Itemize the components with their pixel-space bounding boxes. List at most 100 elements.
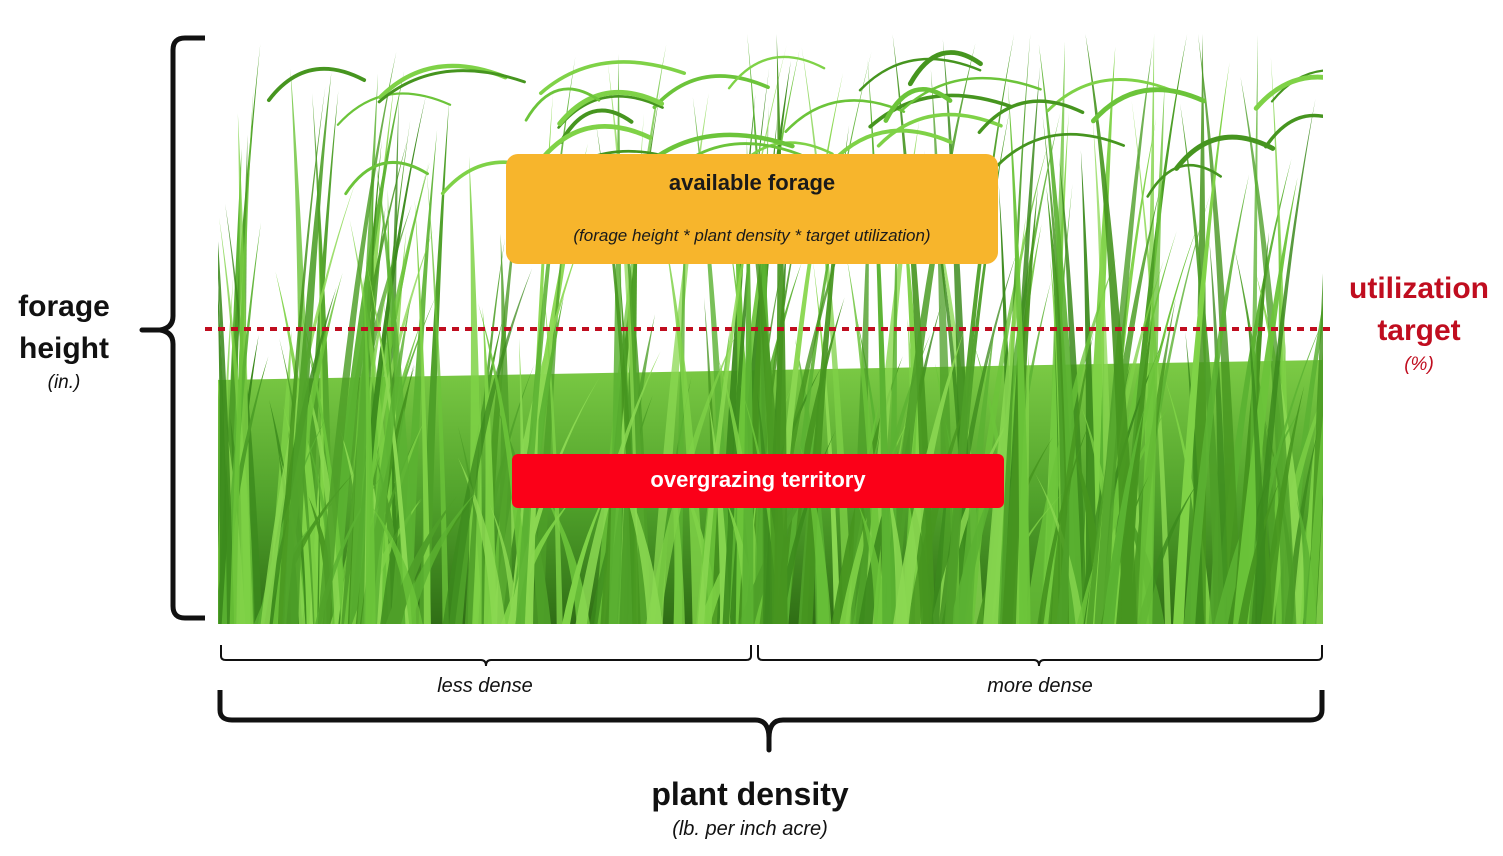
grass-blade	[1094, 46, 1153, 624]
more-dense-label: more dense	[987, 675, 1093, 697]
grass-seed-head	[868, 93, 1014, 129]
grass-blade	[457, 425, 490, 624]
grass-blade	[1246, 305, 1268, 624]
grass-seed-head	[858, 57, 982, 92]
grass-seed-head	[1146, 163, 1222, 198]
grass-seed-head	[907, 50, 983, 87]
forage-height-brace	[139, 35, 205, 621]
grass-seed-head	[901, 76, 1042, 111]
x-axis-unit: (lb. per inch acre)	[672, 818, 828, 840]
grass-seed-head	[876, 112, 1003, 148]
grass-blade	[857, 503, 889, 624]
grass-seed-head	[784, 99, 906, 133]
grass-blade	[831, 356, 903, 624]
grass-blade	[282, 72, 332, 624]
grass-seed-head	[1253, 74, 1323, 111]
grass-blade	[707, 395, 731, 624]
less-dense-label: less dense	[437, 675, 533, 697]
grass-blade	[225, 203, 263, 624]
grass-blade	[1024, 258, 1117, 624]
grass-seed-head	[1174, 134, 1276, 171]
grass-blade	[646, 333, 737, 624]
grass-blade	[812, 260, 841, 624]
y-axis-unit: (in.)	[47, 372, 81, 393]
grass-blade	[983, 216, 1026, 624]
grass-blade	[507, 376, 601, 624]
grass-seed-head	[540, 124, 653, 160]
grass-blade	[1007, 84, 1031, 624]
grass-blade	[414, 199, 431, 624]
grass-blade	[1183, 174, 1250, 624]
grass-blade	[1255, 273, 1310, 624]
grass-blade	[442, 268, 533, 624]
grass-blade	[846, 256, 885, 624]
grass-seed-head	[557, 90, 665, 127]
grass-seed-head	[1046, 78, 1174, 113]
grass-seed-head	[266, 66, 367, 103]
grass-seed-head	[830, 128, 953, 164]
grass-seed-head	[377, 69, 526, 104]
utilization-target-title: utilization target	[1349, 272, 1489, 347]
grass-blade	[323, 71, 405, 624]
grass-blade	[383, 300, 405, 624]
grass-blade	[1214, 405, 1303, 624]
available-forage-title: available forage	[668, 170, 836, 195]
grass-blade	[229, 88, 254, 624]
grass-seed-head	[1264, 113, 1323, 149]
grass-blade	[1173, 62, 1230, 624]
grass-seed-head	[883, 87, 953, 123]
grass-blade	[1234, 246, 1284, 624]
grass-seed-head	[1270, 69, 1323, 103]
grass-blade	[663, 231, 706, 624]
grass-seed-head	[727, 55, 826, 90]
grass-blade	[368, 502, 423, 624]
grass-blade	[363, 276, 376, 624]
grass-blade	[697, 45, 787, 624]
grass-seed-head	[559, 108, 634, 144]
grass-blade	[279, 338, 321, 624]
grass-blade	[380, 488, 403, 624]
available-forage-box: available forage (forage height * plant …	[506, 154, 998, 264]
plant-density-brace	[217, 690, 1325, 753]
x-axis-title: plant density	[651, 776, 849, 812]
grass-blade	[1260, 385, 1305, 624]
grass-blade	[1035, 473, 1084, 624]
grass-blade	[478, 302, 532, 624]
grass-blade	[297, 296, 348, 624]
grass-blade	[1056, 491, 1070, 624]
overgrazing-label: overgrazing territory	[650, 467, 866, 492]
grass-blade	[839, 412, 913, 624]
grass-blade	[426, 170, 449, 624]
grass-blade	[1316, 500, 1323, 624]
grass-blade	[1180, 103, 1225, 624]
grass-seed-head	[996, 132, 1126, 167]
grass-blade	[621, 183, 651, 624]
grass-blade	[1080, 150, 1098, 624]
grass-blade	[218, 241, 235, 624]
grass-blade	[575, 351, 661, 624]
grass-blade	[1305, 415, 1323, 624]
available-forage-formula: (forage height * plant density * target …	[573, 226, 931, 245]
grass-blade	[885, 481, 908, 624]
grass-blade	[542, 282, 563, 624]
grass-blade	[1102, 404, 1146, 624]
grass-blade	[457, 457, 506, 624]
grass-blade	[1209, 238, 1229, 624]
grass-seed-head	[977, 99, 1085, 135]
grass-blade	[260, 182, 356, 624]
grass-blade	[275, 271, 327, 624]
grass-blade	[799, 444, 832, 624]
grass-blade	[738, 465, 826, 624]
grass-blade	[1197, 34, 1241, 624]
overgrazing-box: overgrazing territory	[512, 454, 1004, 508]
grass-blade	[542, 491, 591, 624]
grass-blade	[589, 454, 641, 624]
grass-blade	[1251, 98, 1316, 624]
grass-blade	[385, 496, 457, 624]
grass-blade	[1233, 177, 1298, 624]
grass-blade	[1131, 100, 1172, 624]
grass-blade	[218, 287, 228, 624]
y-axis-title: forage height	[18, 290, 110, 365]
grass-blade	[349, 73, 379, 624]
